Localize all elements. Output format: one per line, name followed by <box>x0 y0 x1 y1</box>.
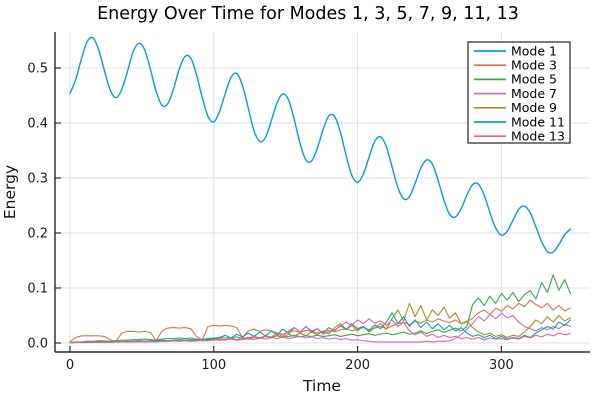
legend-entry-label: Mode 3 <box>511 58 557 73</box>
legend-entry-label: Mode 9 <box>511 100 557 115</box>
y-tick-label: 0.1 <box>27 281 48 296</box>
x-tick-label: 0 <box>66 358 74 373</box>
chart-title: Energy Over Time for Modes 1, 3, 5, 7, 9… <box>97 4 519 24</box>
x-tick-label: 300 <box>489 358 514 373</box>
legend-entry-label: Mode 1 <box>511 43 557 58</box>
y-tick-label: 0.4 <box>27 117 48 132</box>
series-lines <box>69 36 572 344</box>
series-line-mode-1 <box>69 36 572 254</box>
x-tick-label: 100 <box>201 358 226 373</box>
legend-entry-label: Mode 13 <box>511 129 565 144</box>
x-tick-label: 200 <box>345 358 370 373</box>
y-tick-label: 0.5 <box>27 62 48 77</box>
y-tick-label: 0.3 <box>27 172 48 187</box>
legend-box <box>467 41 571 144</box>
legend-entry-label: Mode 7 <box>511 86 557 101</box>
x-axis-label: Time <box>302 377 341 395</box>
y-axis-label: Energy <box>1 165 19 219</box>
legend-entry-label: Mode 11 <box>511 114 565 129</box>
axes: 0 100 200 300 0.0 0.1 0.2 0.3 0.4 0.5 <box>27 32 590 373</box>
y-tick-label: 0.2 <box>27 226 48 241</box>
legend-entry-label: Mode 5 <box>511 72 557 87</box>
series-line-mode-13 <box>69 318 571 344</box>
y-tick-label: 0.0 <box>27 336 48 351</box>
series-line-mode-5 <box>69 274 571 343</box>
